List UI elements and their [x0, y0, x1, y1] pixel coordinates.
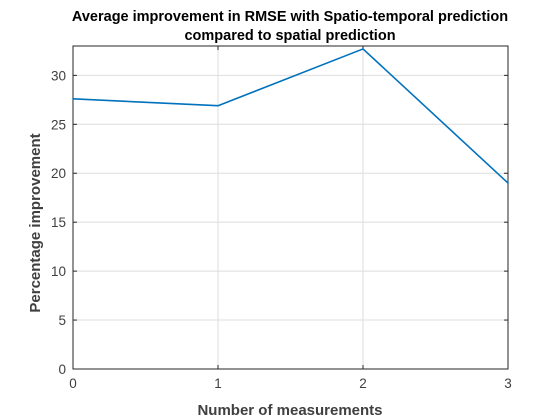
y-tick-label: 0 — [58, 362, 66, 377]
series-layer — [72, 48, 509, 184]
chart-title-line-2: compared to spatial prediction — [184, 28, 395, 44]
x-axis-label: Number of measurements — [197, 402, 382, 419]
grid — [73, 46, 508, 369]
series-point — [362, 48, 364, 50]
y-tick-label: 10 — [51, 264, 66, 279]
series-point — [507, 182, 509, 184]
y-tick-label: 25 — [51, 117, 66, 132]
y-tick-label: 20 — [51, 166, 66, 181]
x-tick-label: 0 — [69, 376, 77, 391]
x-tick-label: 3 — [504, 376, 512, 391]
y-axis-label: Percentage improvement — [27, 133, 44, 312]
plot-area — [72, 45, 509, 370]
y-tick-label: 15 — [51, 215, 66, 230]
x-tick-label: 2 — [359, 376, 367, 391]
x-tick-label: 1 — [214, 376, 222, 391]
series-line — [72, 48, 509, 184]
series-point — [217, 104, 219, 107]
y-tick-label: 30 — [51, 68, 66, 83]
series-point — [72, 98, 74, 100]
y-tick-label: 5 — [58, 313, 66, 328]
chart-title-line-1: Average improvement in RMSE with Spatio-… — [72, 9, 508, 25]
